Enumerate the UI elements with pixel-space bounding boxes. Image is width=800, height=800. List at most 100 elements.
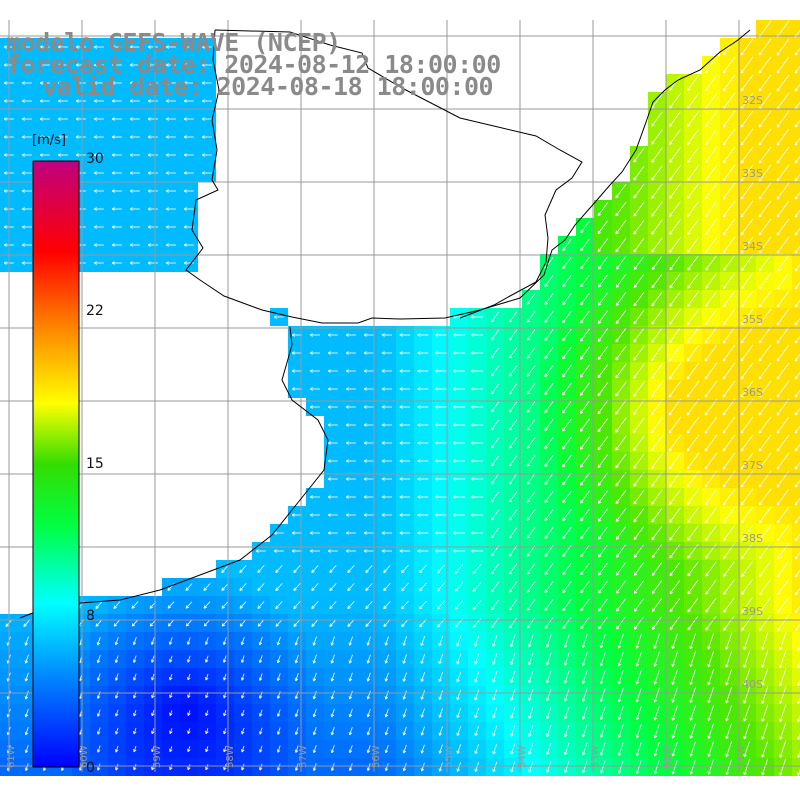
wind-arrow (599, 706, 606, 720)
wind-arrow (723, 579, 735, 595)
wind-arrow (508, 437, 518, 449)
wind-arrow (381, 531, 392, 535)
wind-arrow (165, 81, 176, 85)
wind-arrow (653, 633, 660, 649)
wind-arrow (580, 328, 590, 342)
wind-arrow (381, 495, 392, 499)
wind-arrow (615, 453, 627, 469)
wind-arrow (776, 380, 790, 398)
wind-arrow (75, 81, 86, 85)
wind-arrow (417, 513, 429, 517)
wind-arrow (147, 135, 158, 139)
wind-arrow (705, 273, 717, 289)
wind-arrow (704, 308, 718, 326)
wind-arrow (758, 56, 772, 74)
wind-arrow (743, 668, 751, 686)
wind-arrow (597, 328, 609, 342)
wind-arrow (492, 743, 498, 755)
wind-arrow (740, 273, 753, 290)
wind-arrow (147, 171, 158, 175)
wind-arrow (203, 583, 211, 591)
wind-arrow (722, 290, 735, 308)
wind-arrow (401, 582, 409, 592)
wind-arrow (776, 362, 790, 380)
wind-arrow (384, 636, 389, 646)
wind-arrow (114, 636, 119, 646)
wind-arrow (327, 513, 338, 517)
wind-arrow (93, 207, 104, 211)
wind-speed-field (0, 20, 800, 776)
wind-arrow (345, 477, 356, 481)
title-model: modelo GEFS-WAVE (NCEP) (6, 28, 341, 57)
wind-arrow (725, 686, 733, 704)
wind-arrow (24, 708, 29, 718)
wind-arrow (704, 416, 718, 434)
wind-arrow (435, 495, 447, 499)
wind-arrow (741, 597, 753, 613)
wind-arrow (761, 650, 769, 668)
wind-arrow (492, 707, 498, 719)
wind-arrow (21, 117, 32, 121)
wind-arrow (312, 763, 317, 771)
wind-arrow (381, 423, 392, 427)
wind-arrow (581, 724, 588, 738)
wind-arrow (651, 256, 663, 271)
wind-arrow (633, 417, 645, 433)
wind-arrow (794, 83, 800, 92)
wind-arrow (327, 441, 338, 445)
wind-arrow (686, 380, 700, 398)
wind-arrow (779, 704, 787, 722)
wind-arrow (633, 381, 645, 397)
wind-arrow (528, 652, 534, 666)
wind-arrow (240, 637, 245, 646)
wind-arrow (582, 742, 588, 756)
wind-arrow (689, 632, 697, 650)
wind-arrow (436, 600, 446, 610)
wind-arrow (704, 488, 718, 506)
wind-arrow (114, 709, 119, 717)
wind-arrow (508, 311, 518, 323)
wind-arrow (452, 441, 465, 445)
wind-arrow (668, 344, 682, 362)
wind-arrow (759, 255, 771, 272)
wind-arrow (794, 47, 800, 56)
wind-arrow (597, 237, 609, 253)
wind-arrow (687, 75, 699, 92)
wind-cell (792, 542, 800, 560)
wind-arrow (740, 38, 754, 56)
lat-label: 32S (742, 94, 763, 107)
wind-arrow (435, 549, 447, 553)
wind-arrow (526, 437, 536, 449)
wind-arrow (580, 598, 590, 612)
wind-arrow (741, 543, 753, 559)
wind-arrow (470, 513, 484, 517)
wind-arrow (526, 473, 536, 485)
wind-arrow (363, 477, 374, 481)
wind-arrow (615, 526, 627, 540)
wind-arrow (579, 400, 591, 414)
wind-arrow (651, 183, 663, 199)
wind-arrow (653, 741, 660, 757)
wind-arrow (725, 650, 733, 668)
wind-arrow (348, 654, 353, 664)
wind-arrow (291, 513, 302, 517)
wind-arrow (399, 369, 411, 373)
wind-cell (792, 362, 800, 380)
coastline (185, 29, 751, 324)
wind-arrow (704, 507, 717, 524)
wind-arrow (668, 380, 682, 398)
wind-arrow (420, 762, 425, 772)
wind-arrow (239, 583, 247, 591)
wind-arrow (456, 635, 462, 647)
colorbar (32, 160, 80, 768)
wind-arrow (794, 173, 800, 182)
wind-arrow (96, 727, 101, 735)
wind-arrow (241, 727, 245, 735)
wind-cell (792, 434, 800, 452)
wind-arrow (151, 763, 155, 771)
wind-arrow (312, 672, 317, 682)
wind-arrow (241, 745, 245, 753)
wind-arrow (399, 549, 411, 553)
wind-arrow (223, 709, 227, 717)
wind-arrow (363, 549, 374, 553)
